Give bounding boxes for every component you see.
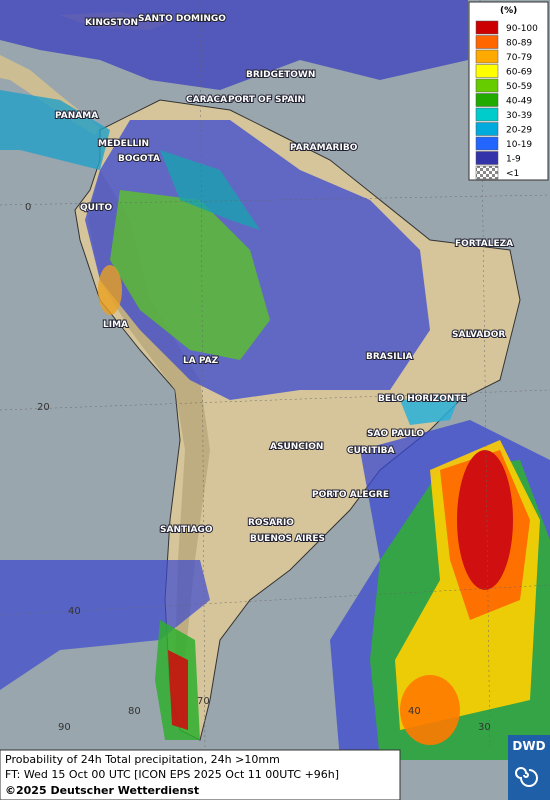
legend-label: 20-29 bbox=[506, 126, 532, 136]
precip-area bbox=[168, 650, 188, 730]
logo-icon bbox=[515, 767, 538, 787]
legend-label: 60-69 bbox=[506, 68, 532, 78]
precip-area bbox=[160, 150, 260, 230]
graticule-line bbox=[199, 0, 206, 751]
legend-label: 80-89 bbox=[506, 39, 532, 49]
precip-band bbox=[0, 0, 468, 90]
footer-box bbox=[0, 749, 401, 800]
city-label: QUITO bbox=[80, 203, 112, 213]
legend-swatch bbox=[475, 64, 499, 78]
city-label: BELO HORIZONTE bbox=[378, 394, 467, 404]
legend-label: 10-19 bbox=[506, 140, 532, 150]
city-label: CURITIBA bbox=[347, 446, 395, 456]
cities: KINGSTON SANTO DOMINGO BRIDGETOWN CARACA… bbox=[54, 13, 514, 545]
precip-area bbox=[400, 675, 460, 745]
grid-label: 0 bbox=[25, 202, 31, 213]
precip-area bbox=[98, 265, 122, 315]
legend-label: 1-9 bbox=[506, 155, 521, 165]
legend-swatch bbox=[475, 93, 499, 107]
legend-title: (%) bbox=[500, 6, 517, 16]
legend-swatch bbox=[475, 136, 499, 151]
legend-label: 30-39 bbox=[506, 111, 532, 121]
city-label: CARACAS bbox=[186, 95, 234, 105]
grid-label: 20 bbox=[37, 402, 50, 413]
legend-swatch bbox=[475, 20, 499, 35]
precip-area bbox=[457, 450, 513, 590]
footer-text: FT: Wed 15 Oct 00 UTC [ICON EPS 2025 Oct… bbox=[5, 768, 339, 781]
legend-label: 50-59 bbox=[506, 82, 532, 92]
city-label: PANAMA bbox=[55, 111, 98, 121]
city-label: FORTALEZA bbox=[455, 239, 513, 249]
precip-band bbox=[0, 90, 110, 170]
city-label: KINGSTON bbox=[85, 18, 138, 28]
legend-swatch bbox=[475, 165, 499, 180]
graticule-line bbox=[0, 584, 550, 616]
city-label: BUENOS AIRES bbox=[250, 534, 325, 544]
legend-label: 40-49 bbox=[506, 97, 532, 107]
city-label: LIMA bbox=[103, 320, 128, 330]
city-label: LA PAZ bbox=[183, 356, 219, 366]
precip-area bbox=[110, 190, 270, 360]
precip-area bbox=[0, 560, 210, 690]
legend-swatch bbox=[475, 151, 499, 165]
legend-swatch bbox=[475, 122, 499, 136]
precip-area bbox=[400, 395, 460, 425]
legend-label: 70-79 bbox=[506, 53, 532, 63]
city-label: SAO PAULO bbox=[367, 429, 424, 439]
legend-label: 90-100 bbox=[506, 24, 538, 34]
grid-label: 80 bbox=[128, 706, 141, 717]
legend-swatch bbox=[475, 35, 499, 49]
grid-label: 70 bbox=[197, 696, 210, 707]
city-label: BOGOTA bbox=[118, 154, 160, 164]
footer-text: Probability of 24h Total precipitation, … bbox=[5, 753, 280, 766]
graticule-line bbox=[0, 389, 550, 411]
city-label: ASUNCION bbox=[270, 442, 323, 452]
city-label: PORT OF SPAIN bbox=[228, 95, 305, 105]
legend-swatch bbox=[475, 49, 499, 64]
legend-label: <1 bbox=[506, 169, 519, 179]
city-label: BRASILIA bbox=[366, 352, 413, 362]
logo-text: DWD bbox=[512, 739, 545, 753]
city-label: MEDELLIN bbox=[98, 139, 149, 149]
legend: (%) 90-100 80-89 70-79 60-69 50-59 40-49 30-39… bbox=[468, 1, 549, 181]
legend-swatch bbox=[475, 78, 499, 93]
city-label: PORTO ALEGRE bbox=[312, 490, 389, 500]
footer-text: ©2025 Deutscher Wetterdienst bbox=[5, 784, 199, 797]
logo-box bbox=[508, 735, 550, 800]
city-label: SANTO DOMINGO bbox=[138, 14, 226, 24]
city-label: BRIDGETOWN bbox=[246, 70, 315, 80]
graticule-line bbox=[0, 194, 550, 206]
city-label: SANTIAGO bbox=[160, 525, 213, 535]
grid-label: 30 bbox=[478, 722, 491, 733]
city-label: SALVADOR bbox=[452, 330, 505, 340]
grid-label: 40 bbox=[68, 606, 81, 617]
city-label: PARAMARIBO bbox=[290, 143, 358, 153]
grid-label: 90 bbox=[58, 722, 71, 733]
city-label: ROSARIO bbox=[248, 518, 294, 528]
grid-label: 40 bbox=[408, 706, 421, 717]
legend-swatch bbox=[475, 107, 499, 122]
